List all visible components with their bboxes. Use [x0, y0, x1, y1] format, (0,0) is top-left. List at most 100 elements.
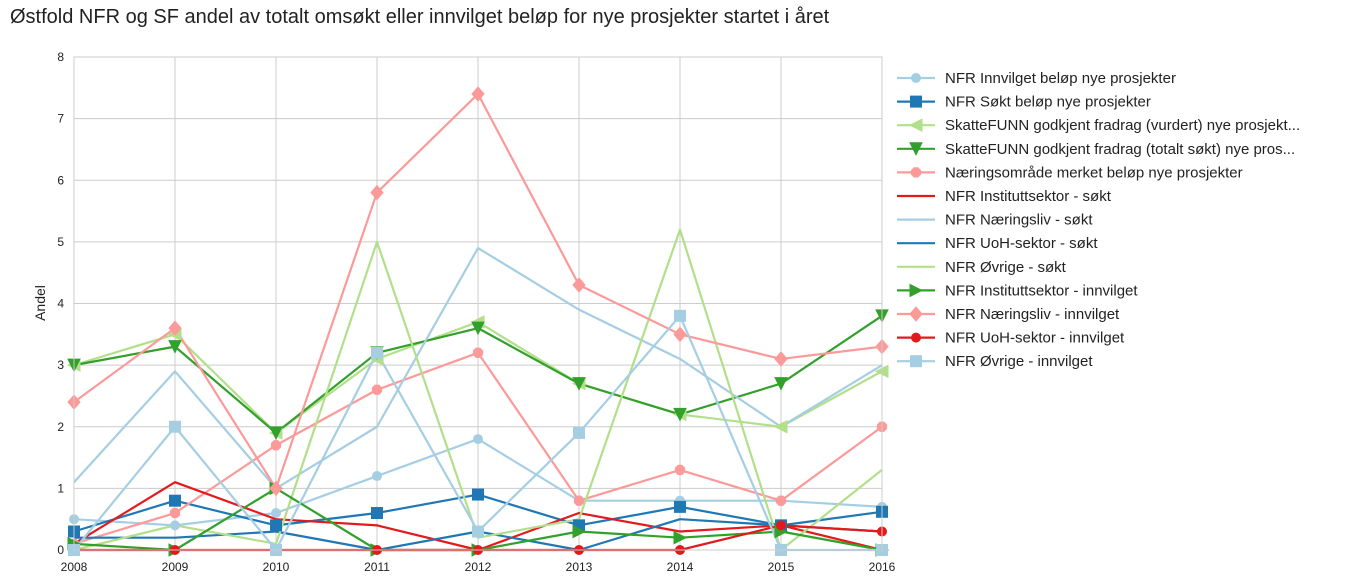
- legend-item[interactable]: NFR Innvilget beløp nye prosjekter: [897, 70, 1176, 87]
- x-tick-label: 2011: [364, 560, 390, 574]
- x-tick-label: 2008: [61, 560, 88, 574]
- legend-item[interactable]: NFR Øvrige - søkt: [897, 259, 1067, 276]
- legend-marker: [908, 118, 923, 133]
- legend-label: NFR Instituttsektor - innvilget: [945, 282, 1138, 299]
- data-point: [674, 500, 686, 513]
- legend-marker: [910, 167, 922, 178]
- data-point: [471, 321, 485, 336]
- series-line: [73, 246, 883, 490]
- legend-marker: [911, 332, 921, 343]
- legend-label: NFR Næringsliv - innvilget: [945, 306, 1120, 323]
- x-tick-label: 2009: [162, 560, 189, 574]
- data-point: [572, 377, 586, 391]
- legend-label: NFR Instituttsektor - søkt: [945, 188, 1112, 205]
- data-point: [269, 426, 283, 441]
- data-point: [169, 494, 181, 507]
- data-point: [673, 530, 688, 545]
- legend-marker: [909, 306, 923, 322]
- x-tick-label: 2010: [263, 560, 290, 574]
- data-point: [774, 377, 788, 391]
- legend-label: SkatteFUNN godkjent fradrag (totalt søkt…: [945, 141, 1295, 158]
- legend-item[interactable]: NFR Instituttsektor - innvilget: [897, 282, 1138, 299]
- legend-marker: [910, 95, 922, 108]
- y-axis-label: Andel: [32, 285, 48, 321]
- x-tick-label: 2016: [869, 560, 896, 574]
- data-point: [170, 520, 180, 531]
- legend-label: NFR UoH-sektor - innvilget: [945, 330, 1125, 347]
- x-tick-label: 2012: [465, 560, 492, 574]
- legend-label: NFR Øvrige - søkt: [945, 259, 1067, 276]
- series-line: [73, 228, 883, 552]
- data-point: [169, 507, 181, 519]
- y-tick-label: 4: [57, 297, 64, 311]
- legend-label: NFR Søkt beløp nye prosjekter: [945, 94, 1151, 111]
- legend-item[interactable]: NFR Instituttsektor - søkt: [897, 188, 1112, 205]
- x-axis-ticks: 2008 2009 2010 2011 2012 2013 2014 2015 2016: [61, 560, 896, 574]
- legend-label: NFR Næringsliv - søkt: [945, 212, 1093, 229]
- data-point: [473, 434, 483, 445]
- legend-label: NFR UoH-sektor - søkt: [945, 235, 1098, 252]
- legend-marker: [911, 73, 921, 83]
- data-point: [572, 524, 587, 539]
- data-point: [573, 495, 585, 506]
- y-tick-label: 1: [57, 481, 64, 495]
- x-tick-label: 2013: [566, 560, 593, 574]
- legend-marker: [909, 142, 923, 156]
- legend-label: NFR Øvrige - innvilget: [945, 353, 1093, 370]
- y-tick-label: 8: [57, 50, 64, 64]
- legend-item[interactable]: NFR UoH-sektor - innvilget: [897, 330, 1125, 347]
- legend-item[interactable]: Næringsområde merket beløp nye prosjekte…: [897, 164, 1243, 181]
- data-point: [168, 340, 182, 354]
- legend-marker: [909, 283, 924, 298]
- data-point: [269, 480, 283, 497]
- data-point: [472, 525, 484, 538]
- data-point: [773, 419, 788, 434]
- data-point: [573, 426, 585, 439]
- legend-label: NFR Innvilget beløp nye prosjekter: [945, 70, 1176, 87]
- y-tick-label: 6: [57, 173, 64, 187]
- legend-item[interactable]: SkatteFUNN godkjent fradrag (totalt søkt…: [897, 141, 1295, 158]
- data-point: [673, 326, 687, 343]
- data-point: [674, 464, 686, 476]
- plot-frame: [73, 56, 883, 551]
- data-point: [270, 519, 282, 532]
- chart-title: Østfold NFR og SF andel av totalt omsøkt…: [10, 6, 830, 28]
- y-axis-ticks: 0 1 2 3 4 5 6 7 8: [57, 50, 64, 557]
- y-tick-label: 3: [57, 358, 64, 372]
- data-point: [674, 309, 686, 322]
- data-point: [169, 420, 181, 433]
- data-point: [572, 277, 586, 293]
- data-point: [471, 86, 485, 102]
- data-point: [776, 520, 786, 531]
- y-tick-label: 5: [57, 235, 64, 249]
- x-tick-label: 2014: [667, 560, 694, 574]
- data-point: [270, 440, 282, 451]
- x-tick-label: 2015: [768, 560, 795, 574]
- legend-label: Næringsområde merket beløp nye prosjekte…: [945, 164, 1243, 181]
- data-point: [673, 407, 687, 422]
- data-point: [775, 495, 787, 506]
- legend[interactable]: NFR Innvilget beløp nye prosjekter NFR Sø…: [897, 70, 1300, 370]
- legend-item[interactable]: NFR Næringsliv - søkt: [897, 212, 1093, 229]
- data-point: [472, 347, 484, 358]
- data-point: [774, 351, 788, 367]
- data-point: [472, 488, 484, 501]
- data-point: [271, 508, 281, 519]
- data-point: [371, 346, 383, 359]
- data-point: [370, 184, 384, 201]
- legend-item[interactable]: NFR UoH-sektor - søkt: [897, 235, 1098, 252]
- y-tick-label: 2: [57, 420, 64, 434]
- data-point: [371, 507, 383, 520]
- legend-item[interactable]: NFR Næringsliv - innvilget: [897, 306, 1120, 323]
- data-point: [168, 320, 182, 336]
- legend-marker: [910, 355, 922, 368]
- y-tick-label: 7: [57, 112, 64, 126]
- legend-item[interactable]: NFR Øvrige - innvilget: [897, 353, 1093, 370]
- data-point: [371, 384, 383, 395]
- legend-item[interactable]: NFR Søkt beløp nye prosjekter: [897, 94, 1151, 111]
- y-tick-label: 0: [57, 543, 64, 557]
- data-point: [372, 471, 382, 482]
- legend-label: SkatteFUNN godkjent fradrag (vurdert) ny…: [945, 117, 1300, 134]
- legend-item[interactable]: SkatteFUNN godkjent fradrag (vurdert) ny…: [897, 117, 1300, 134]
